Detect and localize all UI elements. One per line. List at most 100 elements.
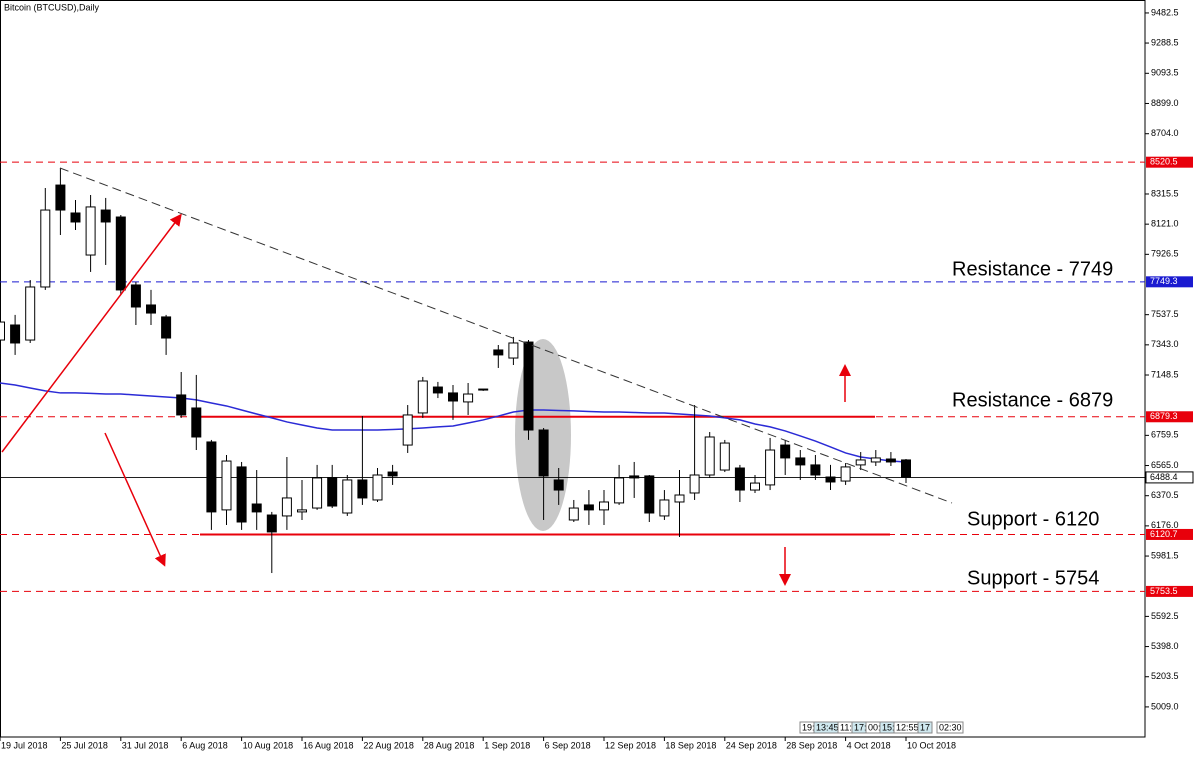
- candle-body: [448, 392, 458, 402]
- candle-body: [357, 479, 368, 499]
- candle-body: [614, 477, 625, 504]
- candle-body: [206, 441, 217, 513]
- candle-body: [0, 321, 5, 341]
- arrow: [1, 213, 182, 453]
- candle-body: [55, 184, 66, 211]
- series-layer: [0, 161, 1145, 592]
- candle-body: [266, 514, 277, 533]
- candle-body: [599, 501, 609, 511]
- level-label-box: [1146, 276, 1193, 288]
- x-tick-label: 6 Aug 2018: [182, 740, 228, 750]
- candle-body: [281, 497, 292, 517]
- candle-body: [855, 459, 866, 466]
- candle-body: [387, 471, 398, 477]
- y-tick-label: 9482.5: [1151, 7, 1179, 17]
- level-label: 8520.5: [1150, 157, 1178, 167]
- candle-body: [100, 209, 111, 223]
- x-tick-label: 6 Sep 2018: [545, 740, 591, 750]
- candle-body: [644, 475, 655, 514]
- y-tick-label: 7537.5: [1151, 309, 1179, 319]
- candle-body: [297, 509, 307, 513]
- y-tick-label: 5398.0: [1151, 641, 1179, 651]
- y-tick-label: 9093.5: [1151, 68, 1179, 78]
- x-tick-label: 10 Aug 2018: [243, 740, 294, 750]
- x-tick-label: 18 Sep 2018: [665, 740, 716, 750]
- y-tick-label: 8315.5: [1151, 188, 1179, 198]
- time-cell: [917, 721, 933, 734]
- annotation: Support - 6120: [967, 508, 1099, 530]
- trend-line: [59, 167, 953, 504]
- time-cell: [936, 721, 964, 734]
- candle-body: [825, 476, 836, 483]
- x-tick-label: 19 Jul 2018: [1, 740, 48, 750]
- candle-body: [463, 393, 474, 403]
- level-label-box: [1146, 585, 1193, 597]
- candle-body: [553, 479, 564, 491]
- x-tick-label: 1 Sep 2018: [484, 740, 530, 750]
- candle-body: [236, 466, 247, 523]
- x-tick-label: 24 Sep 2018: [726, 740, 777, 750]
- candle-body: [734, 467, 745, 491]
- y-tick-label: 6759.5: [1151, 430, 1179, 440]
- x-tick-label: 10 Oct 2018: [907, 740, 956, 750]
- x-tick-label: 25 Jul 2018: [61, 740, 108, 750]
- candle-body: [870, 457, 881, 463]
- candle-body: [523, 341, 534, 431]
- candle-body: [765, 449, 776, 486]
- candle-body: [221, 460, 232, 511]
- candle-body: [115, 216, 126, 291]
- time-cell-text: 12:55: [896, 722, 919, 732]
- candle-body: [130, 284, 141, 308]
- level-label: 5753.5: [1150, 586, 1178, 596]
- y-tick-label: 8121.0: [1151, 219, 1179, 229]
- candle-body: [901, 459, 911, 478]
- x-tick-label: 22 Aug 2018: [363, 740, 414, 750]
- candle-body: [719, 442, 730, 471]
- y-tick-label: 9288.5: [1151, 37, 1179, 47]
- x-tick-label: 12 Sep 2018: [605, 740, 656, 750]
- candle-body: [885, 458, 896, 463]
- level-label-box: [1146, 156, 1193, 168]
- candle-body: [750, 482, 760, 491]
- y-tick-label: 6176.0: [1151, 520, 1179, 530]
- candle-body: [402, 414, 413, 446]
- candle-body: [659, 499, 670, 517]
- candle-body: [161, 316, 172, 339]
- candle-body: [342, 479, 353, 514]
- candle-body: [176, 394, 187, 416]
- time-cell-text: 17: [920, 722, 930, 732]
- time-cell-text: 17:: [854, 722, 867, 732]
- time-cell-text: 15:: [882, 722, 895, 732]
- level-label: 7749.3: [1150, 276, 1178, 286]
- price-label-box: [1145, 471, 1194, 484]
- y-tick-label: 5203.5: [1151, 671, 1179, 681]
- annotation: Support - 5754: [967, 567, 1099, 589]
- candle-body: [327, 477, 338, 507]
- y-tick-label: 8899.0: [1151, 98, 1179, 108]
- candle-body: [70, 212, 81, 223]
- x-tick-label: 16 Aug 2018: [303, 740, 354, 750]
- y-tick-label: 5592.5: [1151, 611, 1179, 621]
- x-tick-label: 28 Aug 2018: [424, 740, 475, 750]
- chart-title: Bitcoin (BTCUSD),Daily: [4, 2, 100, 12]
- annotation: Resistance - 7749: [952, 258, 1113, 280]
- moving-average: [0, 382, 907, 463]
- candle-body: [146, 304, 156, 314]
- candle-body: [85, 206, 96, 256]
- candle-body: [629, 475, 640, 479]
- arrow: [104, 432, 166, 567]
- y-tick-label: 8704.0: [1151, 128, 1179, 138]
- candle-body: [478, 388, 489, 391]
- candle-body: [704, 436, 715, 476]
- y-tick-label: 7148.5: [1151, 369, 1179, 379]
- candle-body: [568, 507, 579, 521]
- candle-body: [10, 324, 21, 344]
- candle-body: [40, 209, 51, 288]
- time-cell-text: 11:: [840, 722, 852, 732]
- candle-body: [508, 342, 519, 359]
- candle-body: [780, 444, 791, 459]
- x-tick-label: 28 Sep 2018: [786, 740, 837, 750]
- level-label: 6120.7: [1150, 529, 1178, 539]
- candle-body: [417, 380, 428, 414]
